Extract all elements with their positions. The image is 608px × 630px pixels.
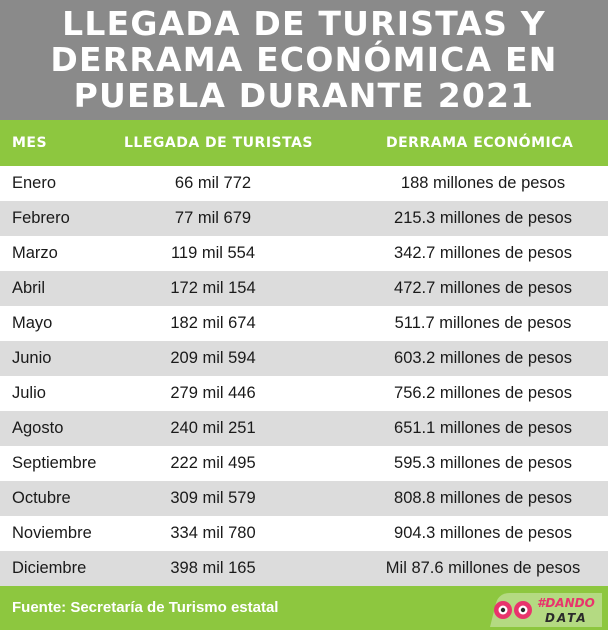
cell-llegada: 77 mil 679 — [174, 209, 252, 227]
cell-derrama: 756.2 millones de pesos — [394, 384, 572, 402]
cell-mes: Enero — [12, 174, 57, 192]
cell-mes: Octubre — [12, 489, 71, 507]
table-row: Mayo 182 mil 674 511.7 millones de pesos — [0, 306, 608, 341]
cell-derrama: 904.3 millones de pesos — [394, 524, 572, 542]
cell-derrama: 215.3 millones de pesos — [394, 209, 572, 227]
table-row: Abril 172 mil 154 472.7 millones de pesos — [0, 271, 608, 306]
cell-llegada: 398 mil 165 — [170, 559, 256, 577]
dando-data-logo-icon: #DANDO DATA — [490, 593, 602, 627]
cell-mes: Diciembre — [12, 559, 87, 577]
table-header: MES LLEGADA DE TURISTAS DERRAMA ECONÓMIC… — [0, 120, 608, 166]
cell-llegada: 279 mil 446 — [170, 384, 256, 402]
cell-llegada: 222 mil 495 — [170, 454, 256, 472]
cell-llegada: 209 mil 594 — [170, 349, 256, 367]
cell-mes: Junio — [12, 349, 52, 367]
footer: Fuente: Secretaría de Turismo estatal #D… — [0, 586, 608, 630]
table-row: Marzo 119 mil 554 342.7 millones de pesos — [0, 236, 608, 271]
source-text: Fuente: Secretaría de Turismo estatal — [12, 599, 279, 616]
cell-llegada: 66 mil 772 — [174, 174, 252, 192]
cell-derrama: 603.2 millones de pesos — [394, 349, 572, 367]
cell-llegada: 182 mil 674 — [170, 314, 256, 332]
cell-derrama: 472.7 millones de pesos — [394, 279, 572, 297]
table-row: Septiembre 222 mil 495 595.3 millones de p… — [0, 446, 608, 481]
cell-derrama: 808.8 millones de pesos — [394, 489, 572, 507]
cell-derrama: 595.3 millones de pesos — [394, 454, 572, 472]
title-band: LLEGADA DE TURISTAS Y DERRAMA ECONÓMICA … — [0, 0, 608, 120]
column-header-mes: MES — [12, 135, 48, 151]
table-row: Febrero 77 mil 679 215.3 millones de pesos — [0, 201, 608, 236]
title-line-1: LLEGADA DE TURISTAS Y — [62, 4, 546, 43]
cell-derrama: 188 millones de pesos — [400, 174, 566, 192]
title-line-3: PUEBLA DURANTE 2021 — [73, 76, 535, 115]
column-header-llegada: LLEGADA DE TURISTAS — [124, 135, 313, 151]
cell-derrama: 651.1 millones de pesos — [394, 419, 572, 437]
table-row: Diciembre 398 mil 165 Mil 87.6 millones de… — [0, 551, 608, 586]
cell-mes: Agosto — [12, 419, 64, 437]
title-line-2: DERRAMA ECONÓMICA EN — [50, 40, 558, 79]
cell-llegada: 240 mil 251 — [170, 419, 256, 437]
table-row: Agosto 240 mil 251 651.1 millones de pesos — [0, 411, 608, 446]
cell-derrama: 511.7 millones de pesos — [394, 314, 572, 332]
cell-derrama: 342.7 millones de pesos — [394, 244, 572, 262]
table-row: Julio 279 mil 446 756.2 millones de pesos — [0, 376, 608, 411]
cell-llegada: 309 mil 579 — [170, 489, 256, 507]
table-row: Junio 209 mil 594 603.2 millones de pesos — [0, 341, 608, 376]
cell-llegada: 172 mil 154 — [170, 279, 256, 297]
cell-mes: Marzo — [12, 244, 58, 262]
cell-llegada: 334 mil 780 — [170, 524, 256, 542]
table-row: Enero 66 mil 772 188 millones de pesos — [0, 166, 608, 201]
cell-mes: Septiembre — [12, 454, 97, 472]
logo-text-top: #DANDO — [537, 596, 595, 610]
cell-mes: Julio — [12, 384, 46, 402]
cell-derrama: Mil 87.6 millones de pesos — [385, 559, 581, 577]
data-table: Enero 66 mil 772 188 millones de pesos Febr… — [0, 166, 608, 586]
cell-mes: Febrero — [12, 209, 70, 227]
column-header-derrama: DERRAMA ECONÓMICA — [386, 135, 574, 151]
cell-mes: Noviembre — [12, 524, 92, 542]
cell-llegada: 119 mil 554 — [170, 244, 256, 262]
logo-text-bottom: DATA — [545, 611, 588, 625]
table-row: Noviembre 334 mil 780 904.3 millones de pe… — [0, 516, 608, 551]
cell-mes: Mayo — [12, 314, 53, 332]
table-row: Octubre 309 mil 579 808.8 millones de peso… — [0, 481, 608, 516]
cell-mes: Abril — [12, 279, 46, 297]
